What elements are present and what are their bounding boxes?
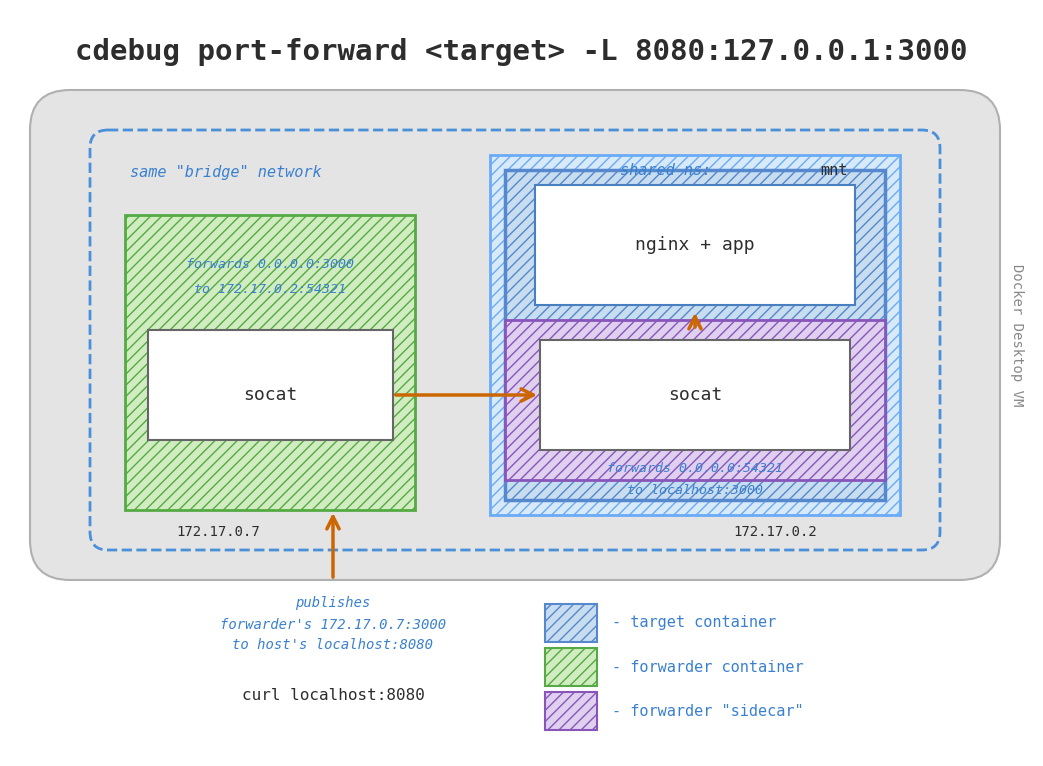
Text: curl localhost:8080: curl localhost:8080 <box>242 688 425 703</box>
Text: 172.17.0.7: 172.17.0.7 <box>176 525 260 539</box>
Text: forwarder's 172.17.0.7:3000: forwarder's 172.17.0.7:3000 <box>220 618 446 632</box>
Text: to localhost:3000: to localhost:3000 <box>627 484 763 497</box>
Bar <box>535 185 855 305</box>
Bar <box>490 155 900 515</box>
Text: socat: socat <box>668 386 722 404</box>
Text: - forwarder container: - forwarder container <box>612 660 803 675</box>
Text: 172.17.0.2: 172.17.0.2 <box>733 525 817 539</box>
Bar <box>545 692 597 730</box>
Text: - forwarder "sidecar": - forwarder "sidecar" <box>612 703 803 719</box>
Text: shared ns:: shared ns: <box>620 163 711 178</box>
Text: - target container: - target container <box>612 616 776 630</box>
Text: forwards 0.0.0.0:3000: forwards 0.0.0.0:3000 <box>186 258 354 271</box>
Bar <box>540 340 850 450</box>
Text: nginx + app: nginx + app <box>635 236 755 254</box>
Text: cdebug port-forward <target> -L 8080:127.0.0.1:3000: cdebug port-forward <target> -L 8080:127… <box>75 38 968 66</box>
Bar <box>125 215 415 510</box>
Bar <box>505 320 886 480</box>
Bar <box>545 604 597 642</box>
Text: Docker Desktop VM: Docker Desktop VM <box>1010 264 1024 406</box>
Text: socat: socat <box>243 386 297 404</box>
Text: to host's localhost:8080: to host's localhost:8080 <box>233 638 434 652</box>
Text: same "bridge" network: same "bridge" network <box>130 165 321 180</box>
Text: mnt: mnt <box>820 163 847 178</box>
FancyBboxPatch shape <box>30 90 1000 580</box>
Text: publishes: publishes <box>295 596 370 610</box>
Text: forwards 0.0.0.0:54321: forwards 0.0.0.0:54321 <box>607 462 783 475</box>
Bar <box>545 648 597 686</box>
Text: to 172.17.0.2:54321: to 172.17.0.2:54321 <box>194 283 346 296</box>
Bar <box>148 330 393 440</box>
Bar <box>505 170 886 500</box>
